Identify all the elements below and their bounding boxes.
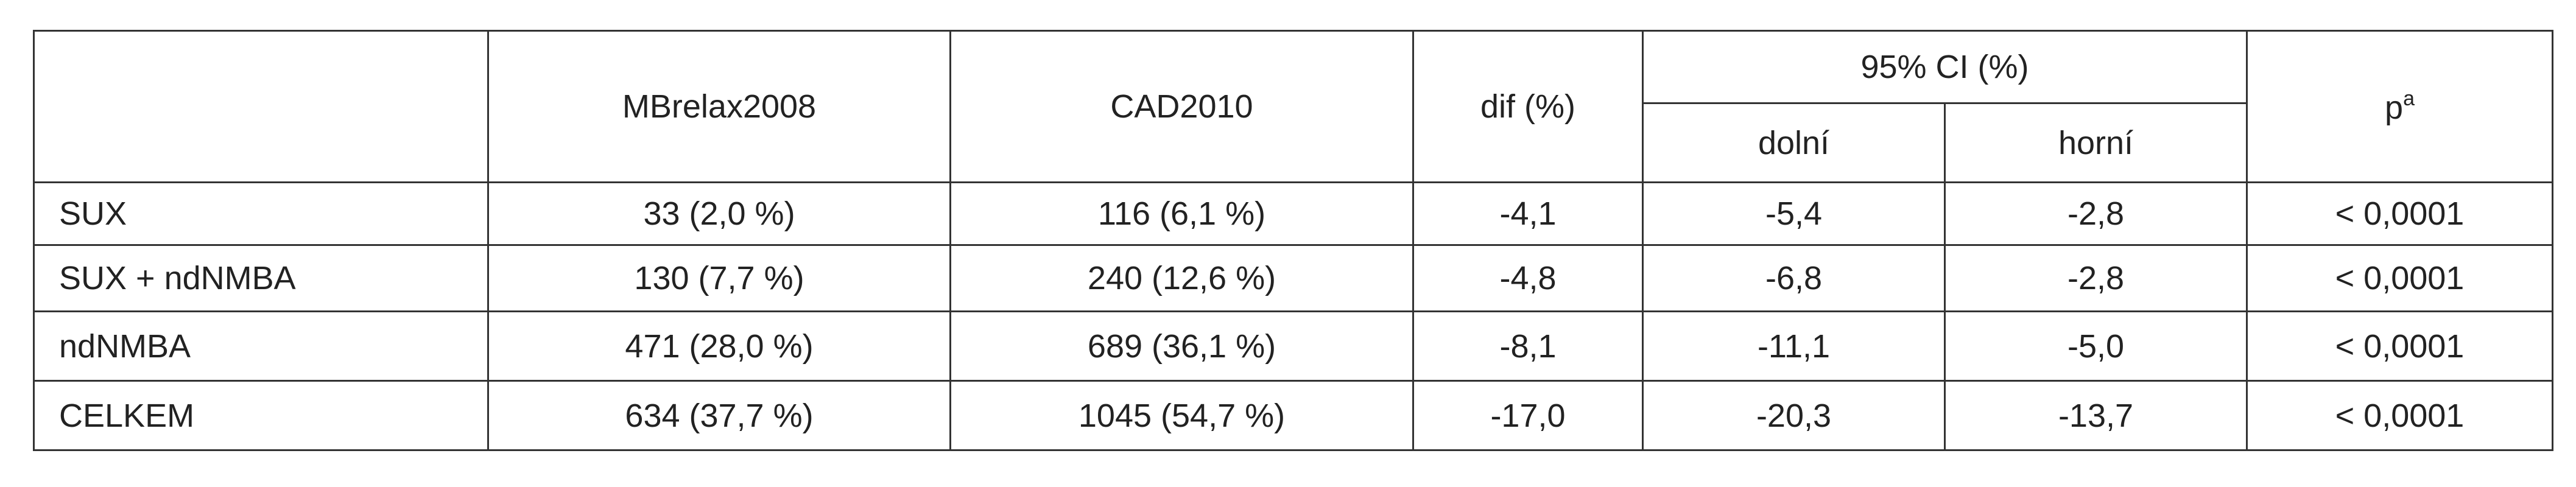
table-cell: -4,8 [1412, 244, 1644, 312]
table-cell: 689 (36,1 %) [949, 310, 1414, 382]
header-cell: MBrelax2008 [487, 30, 951, 183]
subheader-cell: horní [1944, 102, 2248, 183]
subheader-cell: dolní [1642, 102, 1946, 183]
table-cell: < 0,0001 [2246, 310, 2553, 382]
table-cell: 33 (2,0 %) [487, 181, 951, 246]
table-cell: < 0,0001 [2246, 244, 2553, 312]
p-superscript: a [2403, 86, 2415, 110]
table-cell: -11,1 [1642, 310, 1946, 382]
table-cell: -17,0 [1412, 380, 1644, 451]
header-cell: pa [2246, 30, 2553, 183]
header-cell: 95% CI (%) [1642, 30, 2248, 104]
table-cell: -2,8 [1944, 244, 2248, 312]
table-body: SUX 33 (2,0 %) 116 (6,1 %) -4,1 -5,4 -2,8 < 0,… [33, 181, 2553, 451]
table-cell: -8,1 [1412, 310, 1644, 382]
table-cell: -4,1 [1412, 181, 1644, 246]
table-cell: -13,7 [1944, 380, 2248, 451]
results-table: MBrelax2008 CAD2010 dif (%) 95% CI (%) p… [33, 30, 2553, 451]
table-cell: 1045 (54,7 %) [949, 380, 1414, 451]
table-cell: 240 (12,6 %) [949, 244, 1414, 312]
table-row: SUX 33 (2,0 %) 116 (6,1 %) -4,1 -5,4 -2,8 < 0,… [33, 181, 2553, 246]
table-cell: < 0,0001 [2246, 380, 2553, 451]
table-cell: -6,8 [1642, 244, 1946, 312]
row-label: SUX [33, 181, 489, 246]
p-label: p [2385, 89, 2404, 126]
table-row: ndNMBA 471 (28,0 %) 689 (36,1 %) -8,1 -11,1-… [33, 310, 2553, 382]
row-label: CELKEM [33, 380, 489, 451]
table-row: SUX + ndNMBA 130 (7,7 %) 240 (12,6 %) -4,8-… [33, 244, 2553, 312]
row-label: SUX + ndNMBA [33, 244, 489, 312]
table-cell: 116 (6,1 %) [949, 181, 1414, 246]
table-cell: < 0,0001 [2246, 181, 2553, 246]
header-cell: CAD2010 [949, 30, 1414, 183]
table-cell: 130 (7,7 %) [487, 244, 951, 312]
row-label: ndNMBA [33, 310, 489, 382]
table-cell: -20,3 [1642, 380, 1946, 451]
table-row: CELKEM 634 (37,7 %) 1045 (54,7 %) -17,0 -20,… [33, 380, 2553, 451]
table-cell: -5,0 [1944, 310, 2248, 382]
table-cell: 471 (28,0 %) [487, 310, 951, 382]
table-cell: 634 (37,7 %) [487, 380, 951, 451]
table-cell: -2,8 [1944, 181, 2248, 246]
table-cell: -5,4 [1642, 181, 1946, 246]
header-cell: dif (%) [1412, 30, 1644, 183]
corner-cell [33, 30, 489, 183]
